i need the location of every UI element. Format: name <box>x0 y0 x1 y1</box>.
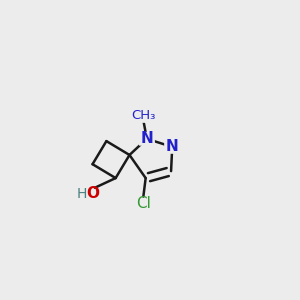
Text: N: N <box>166 140 178 154</box>
Text: N: N <box>140 131 153 146</box>
Text: O: O <box>86 186 100 201</box>
FancyBboxPatch shape <box>164 140 180 154</box>
Text: Cl: Cl <box>136 196 151 211</box>
FancyBboxPatch shape <box>139 132 155 146</box>
Text: CH₃: CH₃ <box>131 109 155 122</box>
Text: H: H <box>76 187 87 200</box>
